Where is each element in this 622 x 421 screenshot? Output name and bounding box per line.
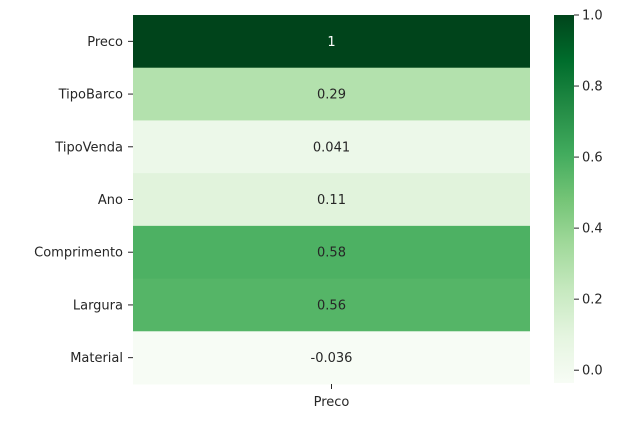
heatmap-cell — [133, 67, 530, 121]
cell-value-label: -0.036 — [311, 351, 353, 366]
cell-value-label: 0.29 — [317, 88, 346, 103]
heatmap-cell — [133, 173, 530, 227]
colorbar-tick-label: 1.0 — [582, 9, 603, 24]
cell-value-label: 0.56 — [317, 298, 346, 313]
heatmap-cell — [133, 331, 530, 385]
colorbar-tick-label: 0.0 — [582, 364, 603, 379]
colorbar-ticks: 0.0 0.2 0.4 0.6 0.8 1.0 — [574, 9, 603, 379]
cell-value-label: 1 — [327, 35, 335, 50]
colorbar-tick-label: 0.4 — [582, 222, 603, 237]
colorbar-gradient — [554, 15, 574, 383]
heatmap-cells: 1 0.29 0.041 0.11 0.58 0.56 -0.036 — [133, 15, 530, 385]
row-label: Material — [70, 351, 123, 366]
cell-value-label: 0.11 — [317, 193, 346, 208]
heatmap-cell — [133, 15, 530, 69]
column-labels: Preco — [314, 384, 350, 410]
row-label: TipoBarco — [58, 88, 123, 103]
row-label: Ano — [98, 193, 123, 208]
row-label: Largura — [73, 298, 123, 313]
cell-value-label: 0.58 — [317, 246, 346, 261]
heatmap-cell — [133, 225, 530, 280]
row-labels: Preco TipoBarco TipoVenda Ano Comprimento Lar… — [34, 35, 133, 366]
colorbar-tick-label: 0.8 — [582, 80, 603, 95]
heatmap-cell — [133, 278, 530, 332]
colorbar-tick-label: 0.2 — [582, 293, 603, 308]
colorbar-tick-label: 0.6 — [582, 151, 603, 166]
colorbar: 0.0 0.2 0.4 0.6 0.8 1.0 — [554, 9, 603, 383]
row-label: Comprimento — [34, 246, 123, 261]
column-label: Preco — [314, 395, 350, 410]
row-label: TipoVenda — [54, 140, 123, 155]
row-label: Preco — [87, 35, 123, 50]
heatmap-cell — [133, 120, 530, 174]
cell-value-label: 0.041 — [313, 140, 350, 155]
